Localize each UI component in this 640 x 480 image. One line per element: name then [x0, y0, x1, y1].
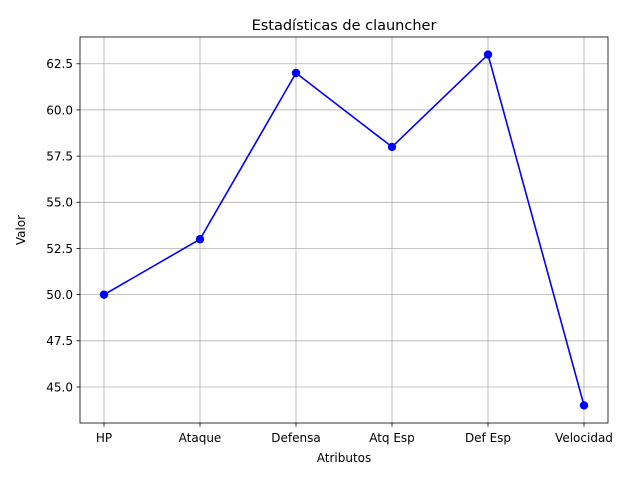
data-point [195, 235, 205, 244]
y-tick-label: 60.0 [46, 103, 73, 117]
y-tick-label: 50.0 [46, 288, 73, 302]
y-tick-label: 62.5 [46, 57, 73, 71]
y-tick-label: 45.0 [46, 380, 73, 394]
y-tick-label: 55.0 [46, 196, 73, 210]
x-tick-label: Def Esp [465, 431, 511, 445]
y-axis-ticks: 45.0 47.5 50.0 52.5 55.0 57.5 60.0 62.5 [46, 57, 80, 394]
data-point [99, 290, 109, 299]
y-tick-label: 52.5 [46, 242, 73, 256]
series-line [103, 53, 585, 406]
chart-title: Estadísticas de clauncher [252, 18, 437, 34]
y-tick-label: 47.5 [46, 334, 73, 348]
y-axis-label: Valor [14, 215, 28, 245]
x-axis-ticks: HP Ataque Defensa Atq Esp Def Esp Velocidad [96, 423, 613, 445]
plot-area-frame [79, 36, 609, 424]
y-tick-label: 57.5 [46, 149, 73, 163]
x-tick-label: HP [96, 431, 112, 445]
data-point [579, 401, 589, 410]
data-point [291, 68, 301, 78]
series [99, 50, 589, 410]
x-axis-label: Atributos [317, 451, 372, 465]
data-point [483, 50, 493, 59]
data-point [387, 142, 397, 152]
x-tick-label: Velocidad [555, 431, 613, 445]
x-tick-label: Atq Esp [369, 431, 415, 445]
x-tick-label: Defensa [271, 431, 320, 445]
x-tick-label: Ataque [179, 431, 222, 445]
